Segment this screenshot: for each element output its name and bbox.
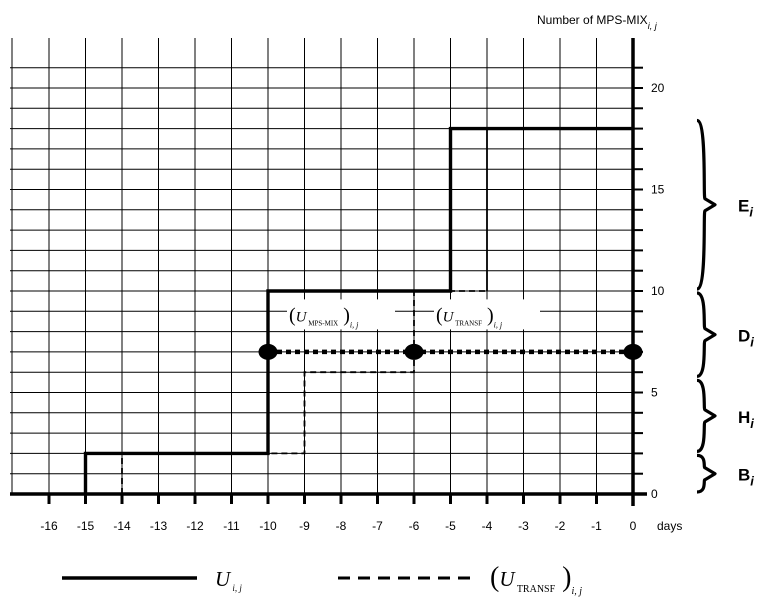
annotations: (U MPS-MIX )i, j (U TRANSF )i, j (287, 299, 540, 330)
y-tick-label: 10 (651, 284, 665, 298)
annotation-bg (287, 299, 395, 330)
legend-label-dashed: (U TRANSF )i, j (490, 562, 582, 597)
brace-label: Hi (738, 408, 754, 431)
legend-label-solid: U i, j (215, 567, 242, 593)
x-tick-label: -15 (77, 519, 95, 533)
annotation-label: (U MPS-MIX )i, j (289, 304, 359, 329)
x-tick-label: -6 (409, 519, 420, 533)
x-tick-label: 0 (630, 519, 637, 533)
x-tick-label: -8 (336, 519, 347, 533)
x-tick-label: -12 (186, 519, 204, 533)
y-tick-label: 0 (651, 487, 658, 501)
y-tick-label: 5 (651, 386, 658, 400)
y-tick-label: 20 (651, 81, 665, 95)
annotation-bg (434, 299, 540, 330)
y-tick-label: 15 (651, 183, 665, 197)
data-point (404, 343, 424, 360)
brace (696, 378, 717, 453)
brace-label: Ei (738, 197, 753, 220)
series-solid-thick (83, 126, 633, 494)
x-axis-label: days (657, 519, 682, 533)
x-tick-label: -2 (555, 519, 566, 533)
data-point (258, 343, 278, 360)
y-axis-label: Number of MPS-MIXi, j (537, 13, 658, 31)
axes (10, 38, 647, 506)
brace (695, 118, 717, 291)
x-tick-label: -5 (445, 519, 456, 533)
brace-label: Di (738, 327, 754, 350)
brace-label: Bi (738, 466, 754, 489)
annotation-label: (U TRANSF )i, j (436, 304, 503, 329)
tick-labels: -16 -15 -14 -13 -12 -11 -10 -9 -8 -7 -6 -5 -4 -3 -2 -1 0… (40, 13, 682, 533)
series-layer (83, 126, 643, 494)
x-tick-label: -13 (150, 519, 168, 533)
legend: U i, j (U TRANSF )i, j (62, 562, 582, 597)
x-tick-label: -9 (299, 519, 310, 533)
x-tick-label: -16 (40, 519, 58, 533)
x-tick-label: -4 (482, 519, 493, 533)
brace (696, 291, 717, 378)
x-tick-label: -14 (113, 519, 131, 533)
brace (696, 453, 717, 494)
x-tick-label: -7 (372, 519, 383, 533)
braces: Ei Di Hi Bi (695, 118, 754, 494)
x-tick-label: -1 (591, 519, 602, 533)
x-tick-label: -3 (518, 519, 529, 533)
grid (10, 38, 634, 495)
x-tick-label: -11 (223, 519, 240, 533)
x-tick-label: -10 (259, 519, 277, 533)
